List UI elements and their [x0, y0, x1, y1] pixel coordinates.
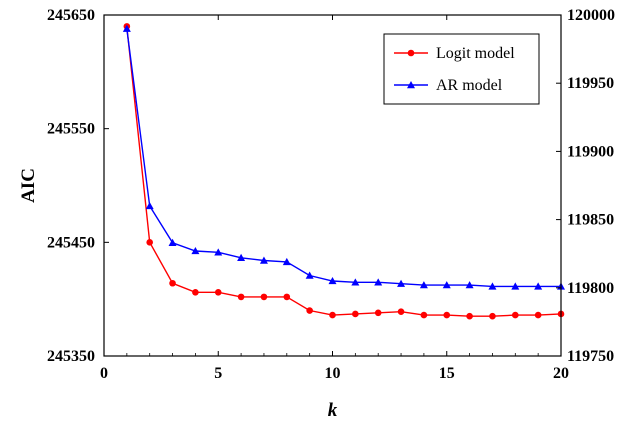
y-left-tick-label-1: 245450 [47, 234, 95, 251]
series-0-point-16 [489, 312, 496, 320]
series-1-point-13 [419, 281, 428, 289]
y-right-tick-label-2: 119850 [567, 212, 614, 229]
series-1-point-11 [374, 278, 383, 286]
series-0-point-5 [237, 293, 245, 301]
y-right-tick-label-5: 120000 [567, 7, 615, 24]
series-0-point-2 [169, 279, 176, 287]
series-1-point-9 [328, 276, 337, 285]
series-1-point-7 [282, 257, 291, 266]
legend: Logit model AR model [383, 33, 540, 105]
series-0-point-4 [214, 289, 222, 296]
series-1-point-8 [305, 271, 314, 279]
series-1-point-14 [442, 281, 451, 289]
series-0-point-11 [374, 309, 382, 317]
series-0-point-14 [443, 311, 451, 319]
legend-label-0: Logit model [436, 45, 515, 62]
y-right-tick-label-1: 119800 [567, 280, 614, 297]
legend-marker-1 [407, 81, 415, 89]
y-right-tick-label-3: 119900 [567, 143, 614, 160]
legend-label-1: AR model [436, 77, 503, 94]
series-0-point-1 [146, 239, 153, 246]
y-left-tick-label-0: 245350 [47, 348, 95, 365]
series-0-point-10 [352, 310, 359, 318]
series-0-point-15 [466, 312, 473, 320]
series-0-point-3 [192, 289, 199, 296]
chart-axes: 0 5 10 15 20 245350 245450 245550 245650 119750 11… [18, 7, 615, 421]
series-0-point-6 [260, 293, 268, 301]
legend-marker-0 [407, 49, 415, 57]
y-right-tick-label-0: 119750 [567, 348, 614, 365]
y-right-tick-label-4: 119950 [567, 75, 614, 92]
x-tick-label-1: 5 [214, 365, 222, 382]
series-line-0 [126, 26, 562, 317]
series-0-point-18 [534, 311, 542, 319]
x-tick-label-4: 20 [553, 365, 569, 382]
series-1-point-12 [397, 279, 406, 287]
series-line-1 [126, 28, 561, 288]
series-1-point-5 [237, 253, 246, 261]
series-1-point-3 [191, 246, 200, 255]
series-0-point-9 [329, 311, 336, 319]
series-1-point-10 [351, 278, 360, 286]
series-0-point-13 [420, 311, 428, 319]
series-1-point-6 [259, 256, 268, 264]
chart-marks [122, 23, 565, 320]
legend-box [383, 33, 540, 105]
series-0-point-7 [283, 293, 291, 301]
series-0-point-12 [397, 308, 405, 315]
x-tick-label-3: 15 [439, 365, 455, 382]
x-axis-title: k [328, 400, 338, 421]
x-tick-label-2: 10 [325, 365, 341, 382]
series-0-point-8 [306, 307, 313, 314]
series-1-point-0 [122, 24, 131, 32]
y-left-tick-label-3: 245650 [47, 7, 95, 24]
series-1-point-2 [168, 238, 177, 246]
x-tick-label-0: 0 [100, 365, 108, 382]
series-1-point-18 [534, 282, 543, 290]
y-axis-title-left: AIC [18, 168, 39, 203]
series-1-point-4 [214, 248, 223, 256]
series-1-point-16 [488, 282, 497, 290]
series-1-point-1 [145, 201, 154, 210]
series-0-point-17 [512, 311, 519, 319]
series-1-point-17 [511, 282, 520, 290]
series-1-point-15 [465, 281, 474, 289]
y-left-tick-label-2: 245550 [47, 121, 95, 138]
